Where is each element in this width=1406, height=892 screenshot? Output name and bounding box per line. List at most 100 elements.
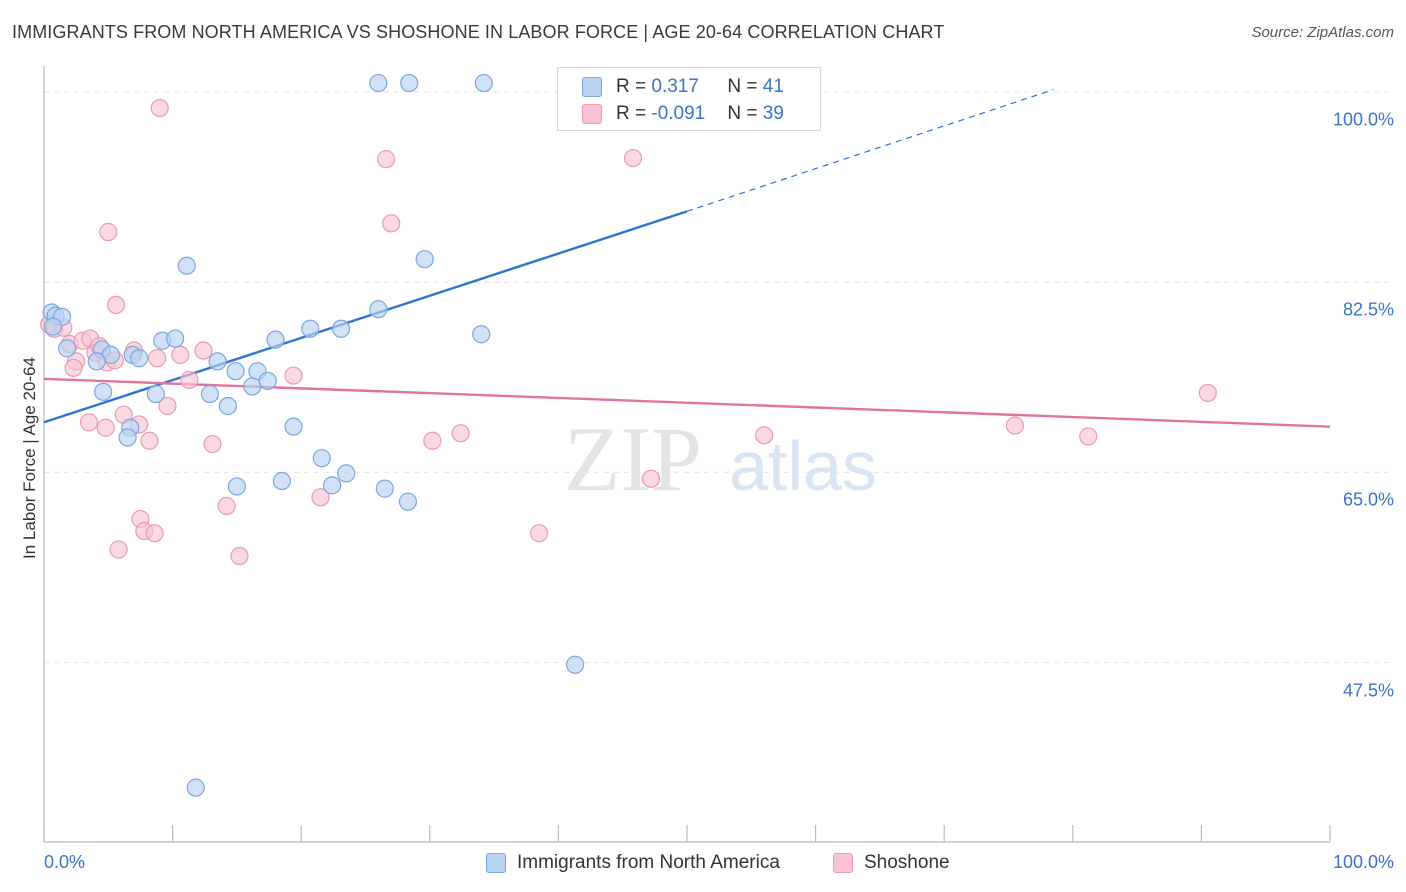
point-immigrants: [415, 250, 434, 269]
point-immigrants: [258, 371, 277, 391]
point-immigrants: [337, 464, 356, 483]
point-shoshone: [194, 341, 213, 360]
point-immigrants: [208, 352, 227, 371]
point-immigrants: [146, 384, 165, 404]
point-shoshone: [423, 431, 442, 450]
legend-n-label: N =: [727, 103, 763, 124]
point-shoshone: [140, 431, 159, 450]
legend-r-label: R =: [616, 76, 652, 97]
point-shoshone: [145, 524, 164, 543]
point-shoshone: [64, 358, 83, 378]
point-immigrants: [58, 339, 77, 358]
series-swatch-blue: [486, 853, 506, 873]
point-immigrants: [474, 73, 493, 93]
point-immigrants: [331, 319, 351, 338]
axes: [43, 66, 1331, 843]
point-immigrants: [301, 319, 320, 338]
source-label: Source: ZipAtlas.com: [1251, 24, 1394, 41]
point-immigrants: [243, 377, 262, 396]
legend-n-label: N =: [727, 76, 763, 97]
point-immigrants: [186, 778, 205, 797]
point-shoshone: [1005, 416, 1025, 435]
point-immigrants: [43, 317, 63, 336]
point-shoshone: [376, 150, 396, 169]
point-immigrants: [118, 428, 137, 447]
point-shoshone: [623, 148, 643, 168]
point-immigrants: [94, 382, 113, 401]
series-legend-shoshone: Shoshone: [833, 852, 950, 874]
point-immigrants: [369, 300, 388, 319]
point-shoshone: [382, 214, 401, 233]
point-shoshone: [1198, 383, 1217, 403]
watermark-atlas: atlas: [729, 427, 877, 505]
point-shoshone: [755, 426, 774, 445]
point-immigrants: [375, 479, 394, 498]
point-immigrants: [266, 330, 285, 349]
legend-n-value: 41: [762, 76, 784, 97]
stats-legend: R = 0.317 N = 41 R = -0.091 N = 39: [557, 67, 821, 131]
y-tick-label: 82.5%: [1342, 299, 1394, 320]
series-legend-immigrants: Immigrants from North America: [486, 852, 780, 874]
legend-n-value: 39: [762, 103, 784, 124]
point-immigrants: [226, 362, 245, 381]
point-shoshone: [148, 349, 167, 368]
point-immigrants: [177, 256, 196, 275]
point-immigrants: [369, 73, 388, 93]
point-shoshone: [311, 488, 330, 507]
series-swatch-pink: [833, 853, 853, 873]
point-immigrants: [200, 384, 219, 404]
point-immigrants: [218, 396, 237, 416]
point-immigrants: [130, 349, 149, 368]
point-shoshone: [530, 524, 549, 543]
point-immigrants: [400, 73, 419, 93]
series-label-shoshone: Shoshone: [864, 852, 950, 873]
y-tick-label: 47.5%: [1342, 680, 1394, 701]
point-shoshone: [96, 418, 115, 437]
point-immigrants: [398, 492, 418, 511]
watermark: ZIP atlas: [564, 408, 877, 510]
legend-swatch-pink: [582, 104, 602, 124]
data-points: [40, 73, 1217, 797]
point-shoshone: [79, 413, 99, 432]
trend-line-immigrants-extension: [686, 89, 1054, 212]
point-shoshone: [106, 295, 126, 314]
point-immigrants: [472, 325, 491, 344]
point-shoshone: [180, 370, 199, 389]
point-shoshone: [451, 424, 470, 443]
y-tick-label: 65.0%: [1342, 489, 1394, 510]
point-shoshone: [158, 396, 177, 416]
point-immigrants: [87, 352, 106, 371]
point-immigrants: [227, 477, 246, 496]
point-shoshone: [150, 98, 169, 118]
point-immigrants: [566, 655, 585, 674]
series-legend: Immigrants from North America Shoshone: [0, 852, 1406, 878]
point-shoshone: [217, 496, 236, 516]
point-shoshone: [99, 222, 118, 242]
point-shoshone: [203, 434, 222, 454]
point-immigrants: [166, 329, 185, 348]
point-shoshone: [641, 469, 661, 488]
point-immigrants: [312, 449, 331, 468]
legend-row-immigrants: R = 0.317 N = 41: [582, 73, 784, 101]
point-shoshone: [284, 366, 303, 385]
x-tick-label-min: 0.0%: [44, 852, 86, 872]
legend-swatch-blue: [582, 77, 602, 97]
point-immigrants: [272, 471, 292, 491]
point-shoshone: [109, 540, 128, 559]
gridlines: [44, 91, 1394, 664]
series-label-immigrants: Immigrants from North America: [517, 852, 780, 873]
point-shoshone: [230, 546, 249, 566]
point-immigrants: [322, 476, 342, 495]
watermark-zip: ZIP: [564, 408, 702, 510]
legend-row-shoshone: R = -0.091 N = 39: [582, 100, 784, 128]
y-tick-label: 100.0%: [1332, 109, 1394, 130]
legend-r-value: 0.317: [651, 76, 699, 97]
point-shoshone: [1079, 427, 1098, 446]
x-tick-label-max: 100.0%: [1332, 852, 1394, 872]
point-shoshone: [171, 345, 190, 364]
point-immigrants: [284, 417, 303, 436]
chart-title: IMMIGRANTS FROM NORTH AMERICA VS SHOSHON…: [12, 22, 945, 42]
legend-r-value: -0.091: [651, 103, 706, 124]
legend-r-label: R =: [616, 103, 652, 124]
